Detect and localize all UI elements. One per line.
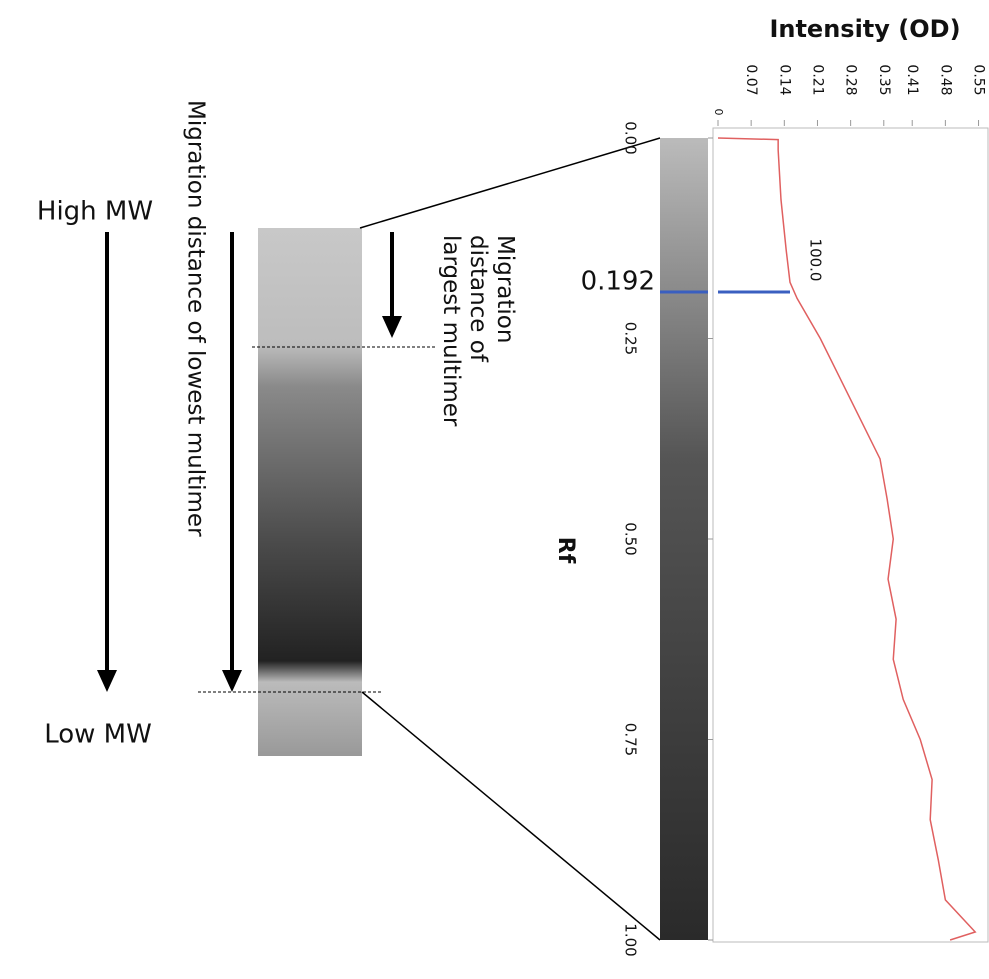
intensity-tick-label: 0.55: [971, 64, 987, 95]
intensity-tick-label: 0.07: [743, 64, 759, 95]
label-line: distance of: [466, 235, 492, 363]
label-line: largest multimer: [439, 235, 465, 427]
chart-title: Intensity (OD): [769, 15, 960, 43]
low-mw: Low MW: [44, 720, 152, 750]
intensity-tick-label: 0.41: [904, 64, 920, 95]
largest-arrow-head: [382, 316, 402, 338]
plot-frame: [712, 127, 989, 943]
rf-tick-label: 1.00: [622, 923, 640, 956]
lowest-label: Migration distance of lowest multimer: [183, 100, 209, 537]
marker-annotation: 100.0: [807, 239, 825, 282]
intensity-tick-label: 0.48: [937, 64, 953, 95]
lowest-arrow-head: [222, 670, 242, 692]
rf-marker-label: 0.192: [581, 266, 655, 296]
rf-tick-label: 0.25: [622, 322, 640, 355]
zoom-line: [359, 137, 661, 229]
largest-label: Migrationdistance oflargest multimer: [439, 235, 519, 427]
intensity-tick-label: 0.35: [876, 64, 892, 95]
lane-image: [660, 138, 708, 940]
high-mw: High MW: [37, 197, 153, 227]
rf-tick-label: 0.50: [622, 522, 640, 555]
intensity-tick-label: 0.21: [809, 64, 825, 95]
label-line: Migration: [493, 235, 519, 343]
y-axis-label: Rf: [553, 537, 578, 564]
rf-tick-label: 0.75: [622, 723, 640, 756]
intensity-tick-label: 0.14: [776, 64, 792, 95]
intensity-tick-label: 0: [712, 109, 725, 116]
intensity-tick-label: 0.28: [843, 64, 859, 95]
rf-tick-label: 0.00: [622, 121, 640, 154]
gel-image: [258, 228, 362, 756]
zoom-line: [361, 691, 661, 941]
intensity-curve: [717, 137, 977, 941]
mw-arrow-head: [97, 670, 117, 692]
